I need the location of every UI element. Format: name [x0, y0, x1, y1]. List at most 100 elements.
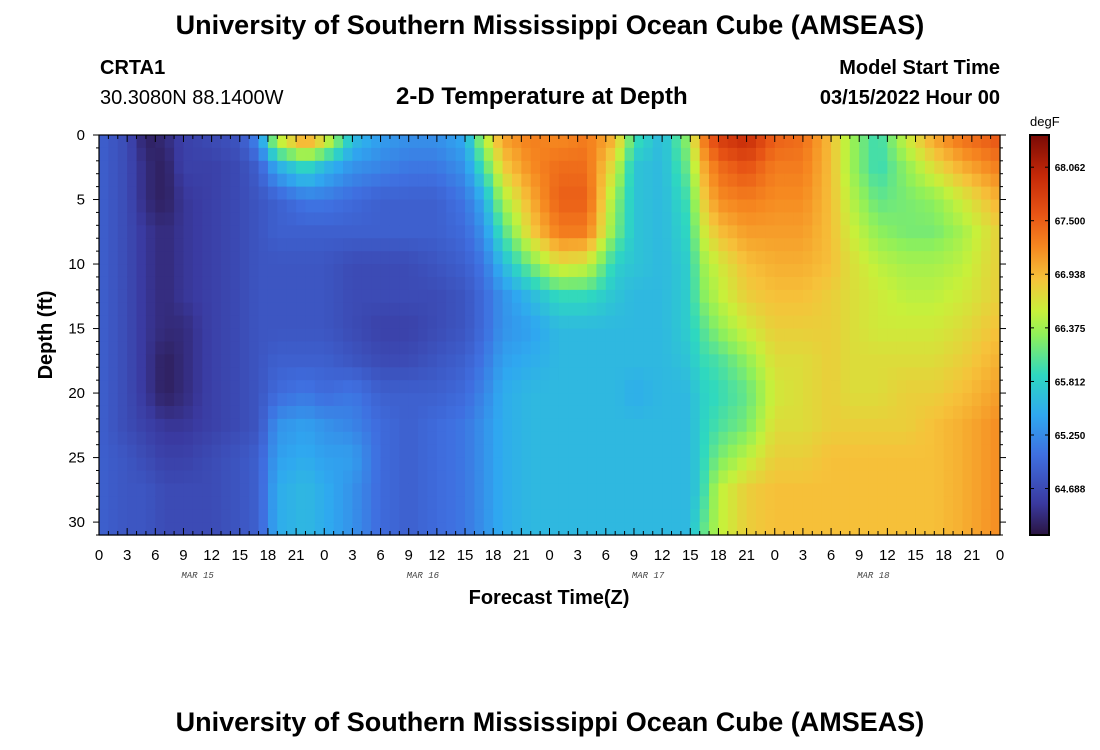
heatmap-cell: [652, 405, 663, 420]
heatmap-cell: [802, 431, 813, 446]
heatmap-cell: [474, 212, 485, 226]
heatmap-cell: [474, 264, 485, 278]
heatmap-cell: [990, 225, 1001, 239]
heatmap-cell: [859, 470, 870, 484]
heatmap-cell: [915, 160, 926, 175]
heatmap-cell: [202, 147, 213, 162]
heatmap-cell: [183, 393, 194, 407]
x-tick-label: 9: [630, 547, 638, 564]
heatmap-cell: [877, 225, 888, 239]
heatmap-cell: [277, 276, 288, 291]
heatmap-cell: [183, 470, 194, 484]
heatmap-cell: [540, 160, 551, 175]
heatmap-cell: [174, 315, 185, 330]
heatmap-cell: [633, 509, 644, 523]
heatmap-cell: [802, 367, 813, 381]
heatmap-cell: [239, 302, 250, 317]
heatmap-cell: [849, 276, 860, 291]
heatmap-cell: [699, 470, 710, 484]
heatmap-cell: [427, 405, 438, 420]
heatmap-cell: [427, 147, 438, 162]
heatmap-cell: [267, 496, 278, 510]
heatmap-cell: [521, 276, 532, 291]
heatmap-cell: [164, 315, 175, 330]
heatmap-cell: [99, 341, 109, 355]
heatmap-cell: [849, 522, 860, 536]
heatmap-cell: [540, 135, 551, 149]
heatmap-cell: [549, 418, 560, 433]
heatmap-cell: [155, 135, 166, 149]
heatmap-cell: [192, 160, 203, 175]
heatmap-cell: [239, 431, 250, 446]
heatmap-cell: [953, 264, 964, 278]
heatmap-cell: [887, 173, 898, 188]
heatmap-cell: [530, 199, 541, 214]
heatmap-cell: [577, 405, 588, 420]
heatmap-cell: [314, 457, 325, 472]
heatmap-cell: [643, 470, 654, 484]
heatmap-cell: [136, 457, 147, 472]
heatmap-cell: [408, 276, 419, 291]
heatmap-cell: [812, 418, 823, 433]
heatmap-cell: [709, 276, 720, 291]
heatmap-cell: [755, 251, 766, 265]
heatmap-cell: [906, 522, 917, 536]
heatmap-cell: [981, 238, 992, 252]
heatmap-cell: [765, 225, 776, 239]
heatmap-cell: [399, 457, 410, 472]
heatmap-cell: [99, 522, 109, 536]
heatmap-cell: [164, 186, 175, 201]
x-tick-label: 15: [457, 547, 474, 564]
heatmap-cell: [709, 302, 720, 317]
heatmap-cell: [915, 496, 926, 510]
heatmap-cell: [737, 302, 748, 317]
heatmap-cell: [802, 251, 813, 265]
heatmap-cell: [136, 135, 147, 149]
heatmap-cell: [521, 354, 532, 368]
heatmap-cell: [671, 212, 682, 226]
heatmap-cell: [540, 341, 551, 355]
heatmap-cell: [558, 135, 569, 149]
heatmap-cell: [436, 470, 447, 484]
heatmap-cell: [249, 470, 260, 484]
colorbar: [1029, 134, 1050, 536]
heatmap-cell: [971, 405, 982, 420]
heatmap-cell: [493, 199, 504, 214]
heatmap-cell: [802, 173, 813, 188]
heatmap-cell: [267, 289, 278, 304]
heatmap-cell: [896, 380, 907, 394]
heatmap-cell: [915, 315, 926, 330]
heatmap-cell: [418, 212, 429, 226]
heatmap-cell: [455, 431, 466, 446]
heatmap-cell: [746, 302, 757, 317]
heatmap-cell: [221, 225, 231, 239]
heatmap-cell: [99, 147, 109, 162]
heatmap-cell: [333, 431, 344, 446]
heatmap-cell: [455, 212, 466, 226]
y-tick-label: 15: [68, 321, 85, 338]
heatmap-cell: [286, 289, 297, 304]
heatmap-cell: [962, 315, 973, 330]
heatmap-cell: [455, 496, 466, 510]
heatmap-cell: [690, 160, 701, 175]
x-tick-label: 3: [799, 547, 807, 564]
heatmap-cell: [774, 225, 785, 239]
heatmap-cell: [784, 509, 795, 523]
heatmap-cell: [924, 470, 935, 484]
heatmap-cell: [343, 276, 354, 291]
heatmap-cell: [192, 315, 203, 330]
heatmap-cell: [343, 354, 354, 368]
heatmap-cell: [474, 380, 485, 394]
heatmap-cell: [971, 380, 982, 394]
heatmap-cell: [906, 315, 917, 330]
x-tick-label: 12: [429, 547, 446, 564]
heatmap-cell: [136, 354, 147, 368]
heatmap-cell: [483, 160, 494, 175]
heatmap-cell: [558, 315, 569, 330]
heatmap-cell: [615, 354, 626, 368]
heatmap-cell: [840, 418, 851, 433]
heatmap-cell: [202, 328, 213, 343]
heatmap-cell: [643, 212, 654, 226]
heatmap-cell: [577, 444, 588, 459]
heatmap-cell: [108, 328, 119, 343]
